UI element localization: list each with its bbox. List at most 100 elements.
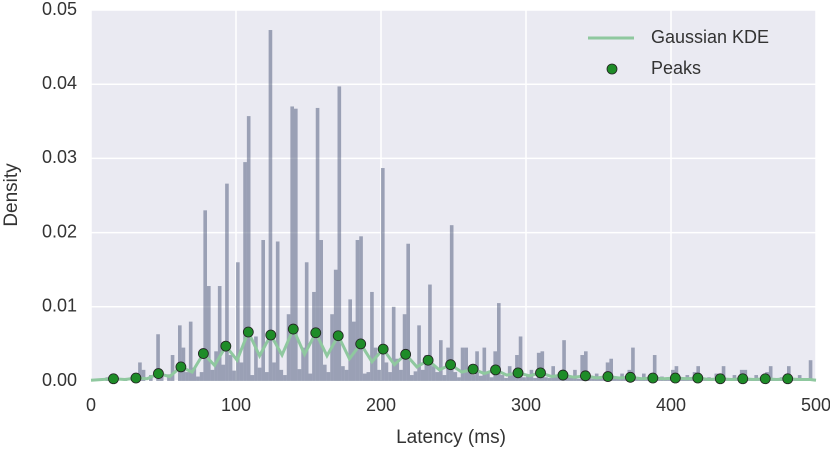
peak-marker	[220, 340, 232, 352]
histogram-bar	[178, 325, 182, 381]
x-tick-label: 200	[366, 395, 396, 415]
histogram-bar	[464, 347, 468, 381]
histogram-bar	[489, 377, 494, 381]
histogram-bar	[156, 334, 160, 381]
histogram-bar	[406, 243, 410, 381]
histogram-bar	[428, 284, 432, 381]
histogram-bar	[185, 372, 189, 381]
histogram-bar	[366, 372, 371, 381]
histogram-bar	[272, 362, 276, 381]
y-tick-label: 0.01	[42, 296, 77, 316]
x-tick-label: 100	[221, 395, 251, 415]
histogram-bar	[275, 241, 280, 381]
histogram-bar	[482, 347, 487, 381]
histogram-bar	[478, 375, 483, 381]
histogram-bar	[424, 355, 429, 381]
histogram-bar	[170, 355, 175, 381]
histogram-bar	[391, 306, 396, 381]
peak-marker	[310, 327, 322, 339]
peak-marker	[355, 338, 367, 350]
histogram-bar	[239, 362, 244, 381]
peak-marker	[400, 348, 412, 360]
histogram-bar	[562, 340, 566, 381]
histogram-bar	[232, 370, 236, 381]
histogram-bar	[243, 162, 247, 381]
histogram-bar	[199, 372, 204, 381]
peak-marker	[535, 367, 546, 379]
histogram-bar	[388, 372, 392, 381]
histogram-bar	[261, 240, 265, 381]
histogram-bar	[395, 358, 400, 381]
histogram-bar	[591, 378, 595, 381]
peak-marker	[692, 372, 704, 384]
histogram-bar	[652, 355, 657, 381]
histogram-bar	[471, 375, 476, 381]
x-tick-label: 500	[801, 395, 830, 415]
histogram-bar	[381, 168, 385, 381]
histogram-bar	[370, 291, 374, 381]
histogram-bar	[500, 375, 505, 381]
histogram-bar	[221, 364, 226, 381]
peak-marker	[422, 354, 434, 366]
histogram-bar	[203, 210, 207, 381]
histogram-bar	[236, 262, 240, 381]
x-axis-label: Latency (ms)	[396, 427, 506, 448]
x-tick-label: 400	[656, 395, 686, 415]
histogram-bar	[468, 369, 472, 381]
histogram-bar	[460, 347, 465, 381]
histogram-bar	[540, 351, 545, 381]
histogram-bar	[522, 377, 526, 381]
x-tick-label: 300	[511, 395, 541, 415]
histogram-bar	[286, 314, 291, 381]
histogram-bar	[486, 372, 490, 381]
histogram-bar	[138, 362, 142, 381]
histogram-bar	[246, 116, 251, 381]
y-tick-label: 0.03	[42, 147, 77, 167]
y-tick-label: 0.05	[42, 0, 77, 19]
y-tick-label: 0.02	[42, 221, 77, 241]
histogram-bar	[384, 362, 389, 381]
histogram-bar	[319, 240, 323, 381]
histogram-bar	[337, 86, 342, 382]
peak-marker	[557, 369, 569, 381]
histogram-bar	[435, 372, 439, 381]
histogram-bar	[768, 366, 773, 381]
histogram-bar	[268, 30, 273, 382]
legend-marker	[606, 63, 618, 75]
histogram-bar	[536, 352, 541, 381]
histogram-bar	[250, 375, 255, 381]
histogram-bar	[359, 236, 363, 381]
histogram-bar	[308, 373, 313, 381]
histogram-bar	[569, 378, 574, 381]
peak-marker	[714, 373, 726, 385]
peak-marker	[175, 361, 187, 373]
histogram-bar	[355, 240, 360, 381]
histogram-bar	[721, 366, 726, 381]
histogram-bar	[301, 347, 305, 381]
histogram-bar	[254, 336, 258, 381]
histogram-bar	[439, 340, 443, 381]
peak-marker	[242, 326, 254, 338]
peak-marker	[512, 367, 524, 379]
y-tick-label: 0.00	[42, 370, 77, 390]
peak-marker	[108, 373, 119, 385]
histogram-bar	[225, 183, 229, 381]
histogram-bar	[453, 372, 458, 381]
histogram-bar	[431, 366, 436, 381]
histogram-bar	[420, 369, 425, 381]
peak-marker	[467, 363, 479, 375]
histogram-bar	[315, 107, 320, 381]
histogram-bar	[573, 369, 577, 381]
peak-marker	[332, 330, 344, 342]
histogram-bar	[457, 377, 461, 381]
peak-marker	[197, 348, 209, 359]
peak-marker	[130, 372, 142, 384]
peak-marker	[377, 343, 389, 355]
histogram-bar	[547, 378, 552, 381]
histogram-bar	[533, 378, 537, 381]
histogram-bar	[511, 375, 516, 381]
histogram-bar	[207, 286, 211, 381]
histogram-bar	[634, 378, 639, 381]
histogram-bar	[576, 378, 581, 381]
